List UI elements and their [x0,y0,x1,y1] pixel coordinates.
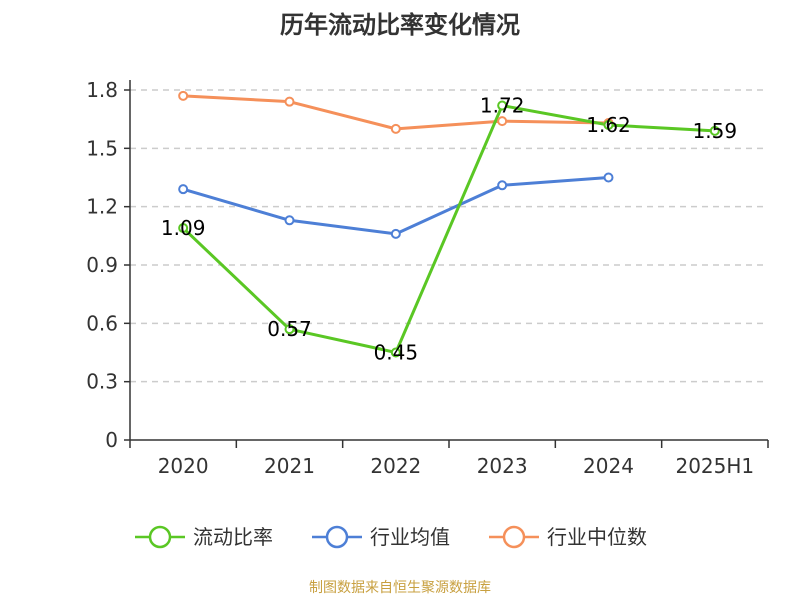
series-line [182,104,715,354]
data-label: 0.57 [267,317,312,341]
grid-lines [130,89,768,383]
data-label: 1.09 [161,216,206,240]
x-tick-label: 2024 [583,454,634,478]
y-tick-label: 1.5 [86,136,118,160]
x-tick-label: 2020 [158,454,209,478]
legend-item[interactable]: 流动比率 [135,525,273,549]
data-label: 1.62 [586,113,631,137]
data-labels: 1.09 0.57 0.45 1.72 1.62 1.59 [161,94,737,365]
data-point[interactable] [390,347,401,358]
y-tick-label: 0.3 [86,370,118,394]
legend-label: 流动比率 [193,525,273,549]
data-point[interactable] [390,123,401,134]
data-point[interactable] [497,100,508,111]
y-tick-label: 0.6 [86,311,118,335]
data-point[interactable] [497,180,508,191]
y-tick-label: 1.2 [86,195,118,219]
data-point[interactable] [497,116,508,127]
x-tick-label: 2023 [477,454,528,478]
x-tick-label: 2021 [264,454,315,478]
data-label: 1.59 [693,119,738,143]
axes: 0 0.3 0.6 0.9 1.2 1.5 1.8 2020 2021 2022 2023 2024 2… [86,78,769,478]
legend-marker-icon [148,525,172,549]
data-point[interactable] [284,96,295,107]
data-point[interactable] [390,228,401,239]
data-label: 0.45 [374,341,419,365]
data-label: 1.72 [480,94,525,118]
series-line [182,176,609,236]
legend-item[interactable]: 行业中位数 [489,525,647,549]
y-tick-label: 0 [105,428,118,452]
data-point[interactable] [603,172,614,183]
data-point[interactable] [284,215,295,226]
series-lines [178,90,720,358]
legend-marker-icon [325,525,349,549]
y-tick-label: 0.9 [86,253,118,277]
x-tick-label: 2025H1 [675,454,754,478]
legend: 流动比率 行业均值 行业中位数 [135,525,647,549]
legend-item[interactable]: 行业均值 [312,525,450,549]
legend-label: 行业中位数 [547,525,647,549]
legend-marker-icon [502,525,526,549]
data-point[interactable] [603,120,614,130]
data-point[interactable] [178,90,189,101]
y-tick-label: 1.8 [86,78,118,102]
legend-label: 行业均值 [370,525,450,549]
source-footnote: 制图数据来自恒生聚源数据库 [309,580,491,596]
chart-title: 历年流动比率变化情况 [280,11,520,39]
data-point[interactable] [178,223,189,234]
x-tick-label: 2022 [370,454,421,478]
data-point[interactable] [178,184,189,195]
data-point[interactable] [709,125,720,136]
data-point[interactable] [284,324,295,335]
